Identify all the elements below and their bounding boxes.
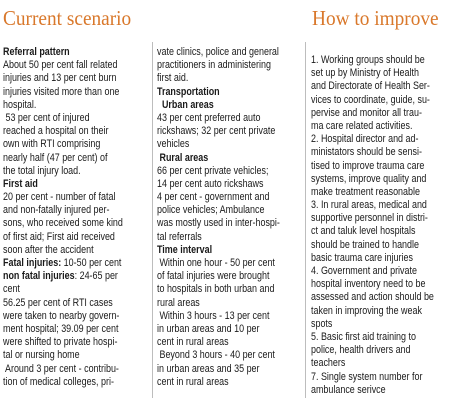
text-line: vehicles [157,138,190,151]
text-line: taken in improving the weak [311,304,422,317]
text-line: vate clinics, police and general [157,46,279,58]
text-line: systems, improve quality and [311,172,427,185]
text-line: tised to improve trauma care [311,159,425,172]
section-title: How to improve [312,6,439,30]
text-line: 53 per cent of injured [3,111,90,124]
text-line: soon after the accident [3,243,94,256]
bold-run: Urban areas [157,98,214,111]
text-line: Rural areas [157,152,305,165]
text-line: rural areas [157,296,200,309]
text-run: : 24-65 per [74,270,118,283]
text-line: 14 per cent auto rickshaws [157,177,264,190]
text-line: rickshaws; 32 per cent private [157,125,276,138]
text-line: in urban areas and 35 per [157,362,260,375]
text-line: 4. Government and private [311,265,417,277]
text-line: 66 per cent private vehicles; [157,164,269,177]
text-line: Within 3 hours - 13 per cent [157,309,270,322]
text-line: tion of medical colleges, pri- [3,375,114,388]
text-line: tal or nursing home [3,349,80,362]
text-line: spots [311,317,333,330]
text-line: ambulance serivce [311,383,386,396]
text-line: practitioners in administering [157,59,271,72]
column-rule [305,42,306,398]
text-line: 43 per cent preferred auto [157,111,261,124]
text-line: ma care related activities. [311,119,413,132]
column: Referral pattern About 50 per cent fall r… [3,46,151,389]
text-line: hospital. [3,98,37,111]
text-line: First aid [3,178,151,191]
text-line: police, health drivers and [311,344,411,357]
text-line: ministators should be sensi- [311,146,422,159]
bold-run: Referral pattern [3,46,70,58]
text-line: About 50 per cent fall related [3,59,118,72]
text-line: of fatal injuries were brought [157,270,270,283]
text-line: were taken to nearby govern- [3,309,120,322]
text-line: Referral pattern [3,46,151,59]
bold-run: Transportation [157,85,220,98]
text-run: 10-50 per cent [61,257,122,269]
bold-run: non fatal injuries [3,270,75,283]
text-line: reached a hospital on their [3,125,109,138]
text-line: Urban areas [157,99,305,112]
column-rule [152,42,153,398]
text-line: make treatment reasonable [311,185,420,198]
text-line: 7. Single system number for [311,370,423,383]
text-line: was mostly used in inter-hospi- [157,217,280,230]
bold-run: First aid [3,177,38,190]
text-line: the total injury load. [3,164,81,177]
text-line: non fatal injuries: 24-65 per [3,270,151,283]
text-line: injuries and 13 per cent burn [3,72,117,85]
text-line: ment hospital; 39.09 per cent [3,322,119,335]
column: vate clinics, police and general practiti… [157,46,305,389]
text-line: police vehicles; Ambulance [157,204,265,217]
text-line: 4 per cent - government and [157,191,270,204]
text-line: assessed and action should be [311,291,434,304]
text-line: 20 per cent - number of fatal [3,191,116,204]
bold-run: Fatal injuries: [3,257,62,269]
section-title: Current scenario [3,6,132,30]
text-line: nearly half (47 per cent) of [3,151,108,164]
text-line: first aid. [157,72,189,85]
text-line: 3. In rural areas, medical and [311,199,427,212]
column: 1. Working groups should be set up by Min… [311,54,456,397]
text-line: cent in rural areas [157,375,229,388]
text-line: Time interval [157,244,305,257]
text-line: vices to coordinate, guide, su- [311,93,430,106]
text-line: supportive personnel in distri- [311,212,428,225]
text-line: should be trained to handle [311,238,419,251]
text-line: and Directorate of Health Ser- [311,80,430,93]
text-line: of first aid; First aid received [3,230,115,243]
text-line: Within one hour - 50 per cent [157,257,275,269]
text-line: basic trauma care injuries [311,251,413,264]
text-line: Around 3 per cent - contribu- [3,362,119,375]
text-line: Fatal injuries: 10-50 per cent [3,257,151,270]
text-line: cent [3,283,20,296]
text-line: pervise and monitor all trau- [311,106,422,119]
text-line: sons, who received some kind [3,217,123,230]
text-line: ct and taluk level hospitals [311,225,416,238]
text-line: Beyond 3 hours - 40 per cent [157,349,275,362]
text-line: set up by Ministry of Health [311,67,419,80]
text-line: injuries visited more than one [3,85,120,98]
text-line: Transportation [157,86,305,99]
text-line: were shifted to private hospi- [3,336,118,349]
text-line: in urban areas and 10 per [157,322,260,335]
text-line: and non-fatally injured per- [3,204,110,217]
text-line: hospital inventory need to be [311,278,426,291]
text-line: cent in rural areas [157,336,229,349]
bold-run: Time interval [157,243,213,256]
text-line: teachers [311,357,346,370]
bold-run: Rural areas [157,151,209,164]
text-line: own with RTI comprising [3,138,101,151]
text-line: 2. Hospital director and ad- [311,133,419,146]
text-line: tal referrals [157,230,202,243]
text-line: 1. Working groups should be [311,54,425,66]
text-line: 56.25 per cent of RTI cases [3,296,113,309]
text-line: to hospitals in both urban and [157,283,275,296]
text-line: 5. Basic first aid training to [311,330,416,343]
